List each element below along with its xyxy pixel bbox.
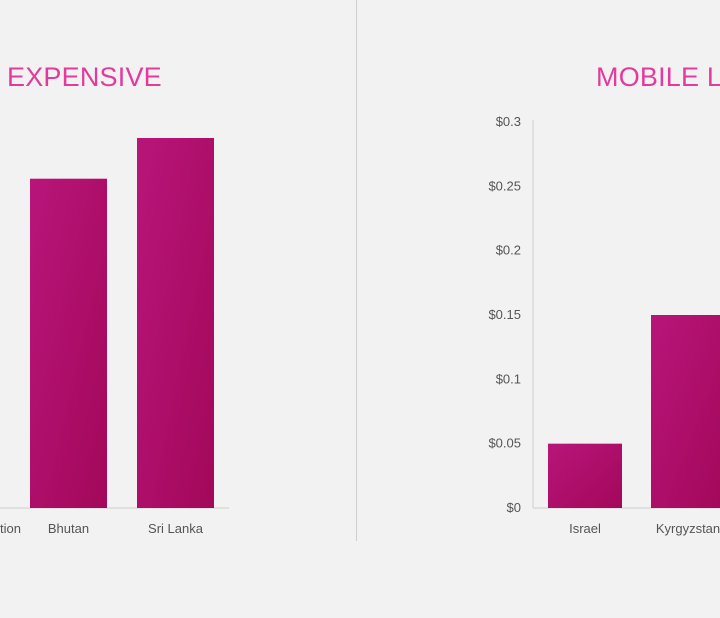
y-tick-label: $0 bbox=[507, 500, 521, 515]
y-tick-label: $0.05 bbox=[488, 436, 521, 451]
bar-sri-lanka bbox=[137, 138, 214, 508]
bar-israel bbox=[548, 443, 622, 508]
y-tick-label: $0.1 bbox=[496, 371, 521, 386]
y-tick-label: $0.25 bbox=[488, 178, 521, 193]
x-tick-label-israel: Israel bbox=[569, 521, 601, 536]
y-tick-label: $0.15 bbox=[488, 307, 521, 322]
chart-title-expensive: EXPENSIVE bbox=[7, 62, 162, 92]
x-tick-label-bhutan: Bhutan bbox=[48, 521, 89, 536]
y-tick-label: $0.3 bbox=[496, 114, 521, 129]
x-tick-label-partial: tion bbox=[0, 521, 21, 536]
y-tick-label: $0.2 bbox=[496, 243, 521, 258]
x-tick-label-sri-lanka: Sri Lanka bbox=[148, 521, 204, 536]
bar-kyrgyzstan bbox=[651, 315, 720, 508]
chart-title-mobile: MOBILE L bbox=[596, 62, 720, 92]
panel-divider bbox=[356, 0, 357, 541]
bar-bhutan bbox=[30, 178, 107, 508]
x-tick-label-kyrgyzstan: Kyrgyzstan bbox=[656, 521, 720, 536]
